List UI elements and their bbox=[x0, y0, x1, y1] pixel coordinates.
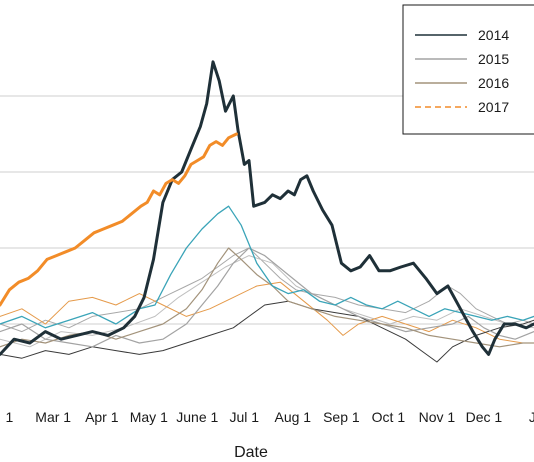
x-tick-label: 1 bbox=[6, 409, 14, 425]
series-line-2015 bbox=[0, 247, 534, 348]
series-line-2017 bbox=[0, 132, 238, 307]
x-axis-title: Date bbox=[234, 444, 268, 461]
x-tick-label: May 1 bbox=[130, 409, 168, 425]
series-line-extra-7 bbox=[0, 281, 534, 344]
x-tick-label: Jul 1 bbox=[230, 409, 260, 425]
x-tick-label: Aug 1 bbox=[275, 409, 312, 425]
x-tick-label: Sep 1 bbox=[323, 409, 360, 425]
x-tick-label: Dec 1 bbox=[466, 409, 503, 425]
series-line-extra-5 bbox=[0, 247, 534, 333]
x-tick-label: Oct 1 bbox=[372, 409, 406, 425]
legend: 2014 2015 2016 2017 bbox=[402, 4, 534, 135]
legend-box bbox=[402, 4, 534, 135]
legend-label-2016: 2016 bbox=[478, 75, 509, 91]
legend-label-2017: 2017 bbox=[478, 99, 509, 115]
series-line-extra-6 bbox=[0, 255, 534, 348]
series-line-extra-8 bbox=[0, 300, 534, 363]
x-tick-label: Nov 1 bbox=[419, 409, 456, 425]
series-line-extra-2 bbox=[0, 205, 534, 329]
x-tick-labels: 1 Mar 1 Apr 1 May 1 June 1 Jul 1 Aug 1 Sep 1 Oct… bbox=[6, 409, 534, 425]
series-line-2014 bbox=[0, 60, 534, 356]
x-tick-label: Mar 1 bbox=[35, 409, 71, 425]
legend-label-2014: 2014 bbox=[478, 27, 509, 43]
x-tick-label: Apr 1 bbox=[85, 409, 119, 425]
legend-label-2015: 2015 bbox=[478, 51, 509, 67]
series-lines bbox=[0, 60, 534, 363]
x-tick-label: June 1 bbox=[176, 409, 218, 425]
x-tick-label: J bbox=[529, 409, 534, 425]
